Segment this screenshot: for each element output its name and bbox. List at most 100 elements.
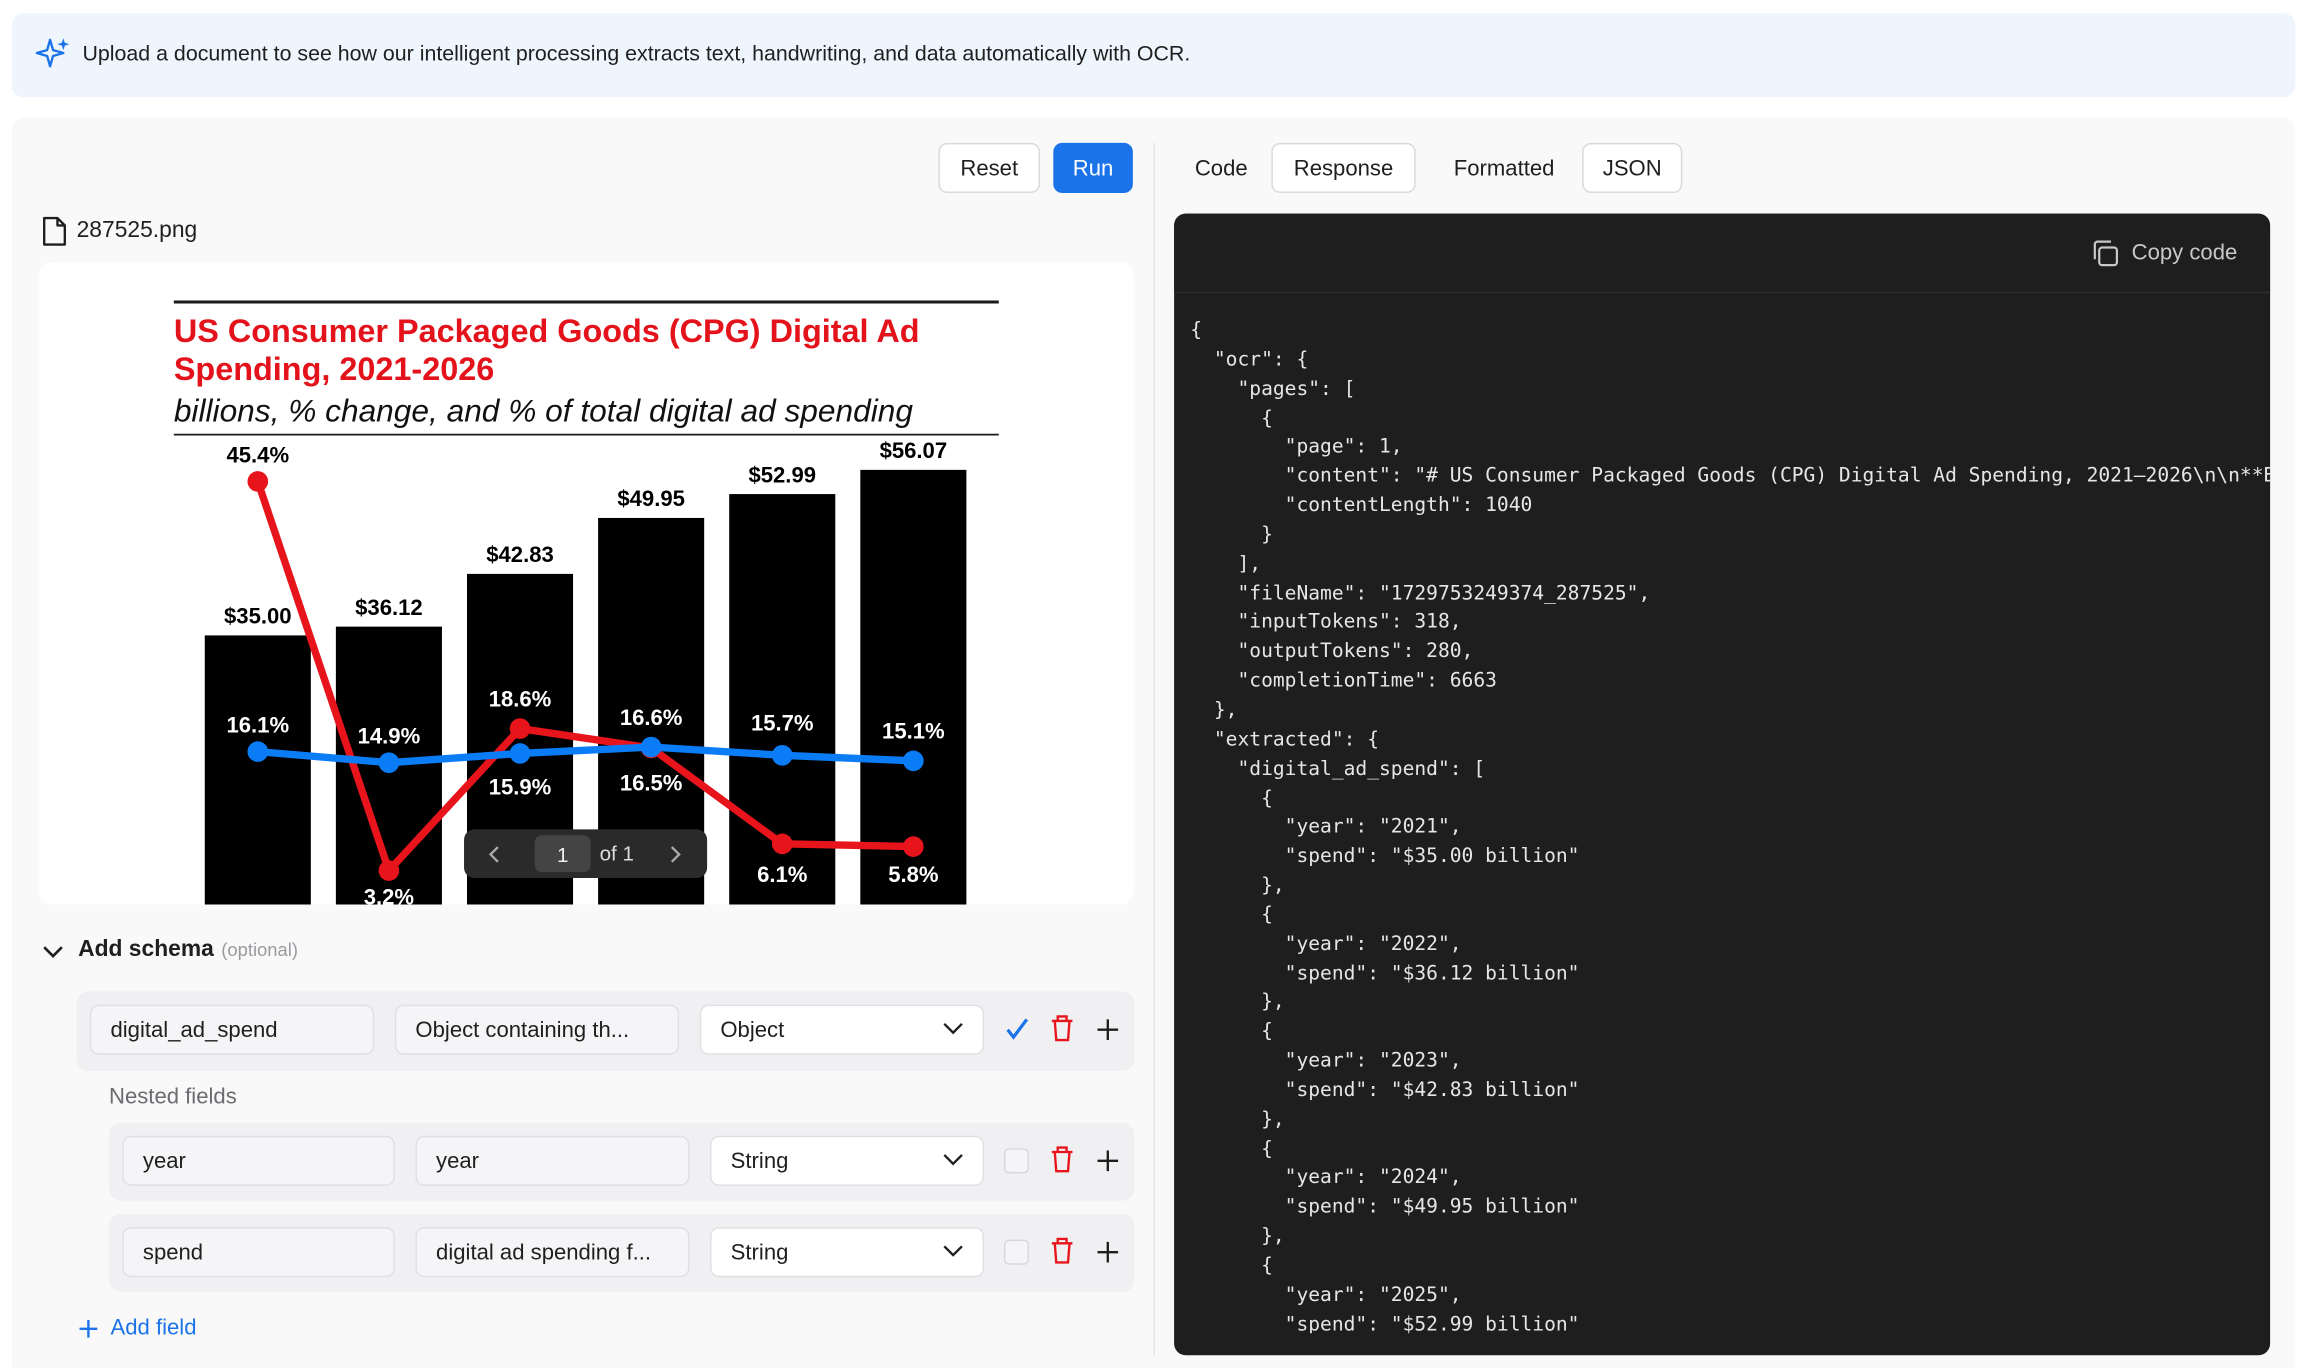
- code-panel: Copy code { "ocr": { "pages": [ { "page"…: [1174, 213, 2271, 1356]
- field-description[interactable]: year: [415, 1135, 690, 1186]
- chart-subtitle: billions, % change, and % of total digit…: [174, 392, 914, 428]
- collapse-icon[interactable]: [41, 940, 65, 964]
- banner: [11, 13, 2296, 98]
- point-label: 16.6%: [620, 705, 683, 730]
- tab[interactable]: Code: [1194, 155, 1248, 181]
- point-label: 45.4%: [226, 442, 289, 467]
- point: [247, 471, 269, 492]
- code-line: {: [1190, 1255, 1273, 1278]
- preview: US Consumer Packaged Goods (CPG) Digital…: [38, 262, 1135, 905]
- code-line: "spend": "$49.95 billion": [1190, 1196, 1580, 1219]
- tab[interactable]: Formatted: [1453, 155, 1555, 181]
- field-description[interactable]: Object containing th...: [394, 1004, 680, 1055]
- point: [378, 860, 400, 881]
- bar-label: $49.95: [617, 486, 685, 511]
- point-label: 18.6%: [489, 686, 552, 711]
- schema-title-text: Add schema: [78, 936, 214, 962]
- code-line: },: [1190, 992, 1285, 1015]
- reset-button[interactable]: Reset: [938, 142, 1041, 193]
- field-description[interactable]: digital ad spending f...: [415, 1227, 690, 1278]
- next-page[interactable]: [667, 844, 682, 865]
- point: [640, 736, 662, 758]
- chart: US Consumer Packaged Goods (CPG) Digital…: [174, 300, 999, 905]
- nested-label: Nested fields: [109, 1084, 237, 1110]
- point: [771, 744, 793, 766]
- code-line: "content": "# US Consumer Packaged Goods…: [1190, 465, 2271, 488]
- point-label: 3.2%: [364, 884, 415, 904]
- point: [903, 750, 924, 772]
- point: [903, 836, 924, 857]
- point: [771, 833, 793, 855]
- code-line: "fileName": "1729753249374_287525",: [1190, 582, 1651, 605]
- page-number[interactable]: 1: [534, 835, 591, 873]
- code-line: "year": "2022",: [1190, 933, 1462, 956]
- file-icon: [43, 216, 66, 246]
- code-line: "spend": "$52.99 billion": [1190, 1313, 1580, 1334]
- code-header: [1174, 213, 2271, 294]
- code-line: }: [1190, 524, 1273, 547]
- bar-label: $42.83: [486, 542, 554, 567]
- code-line: },: [1190, 1225, 1285, 1248]
- code-line: "completionTime": 6663: [1190, 670, 1497, 693]
- code-line: "spend": "$35.00 billion": [1190, 845, 1580, 868]
- point-label: 14.9%: [358, 724, 421, 749]
- point-label: 15.9%: [489, 775, 552, 800]
- schema-title: Add schema (optional): [78, 937, 298, 964]
- bar: [204, 635, 311, 905]
- optional-hint: (optional): [221, 939, 299, 961]
- code-line: },: [1190, 699, 1238, 722]
- chart-title: Spending, 2021-2026: [174, 351, 494, 387]
- bar: [860, 469, 967, 905]
- pager: 1 of 1: [464, 829, 708, 878]
- code-line: "spend": "$36.12 billion": [1190, 962, 1580, 985]
- point-label: 15.7%: [751, 710, 814, 735]
- code-line: "contentLength": 1040: [1190, 495, 1533, 518]
- code-line: {: [1190, 319, 1203, 342]
- code-line: "outputTokens": 280,: [1190, 641, 1474, 664]
- bar-label: $56.07: [880, 438, 948, 463]
- code-line: {: [1190, 904, 1273, 927]
- banner-text: Upload a document to see how our intelli…: [82, 42, 1191, 67]
- code-line: {: [1190, 1138, 1273, 1161]
- bar-label: $36.12: [355, 595, 423, 620]
- field-type[interactable]: String: [710, 1227, 985, 1278]
- point-label: 16.1%: [226, 712, 289, 737]
- copy-button[interactable]: Copy code: [2131, 240, 2238, 266]
- code-body: { "ocr": { "pages": [ { "page": 1, "cont…: [1190, 317, 2271, 1334]
- tab[interactable]: Response: [1271, 142, 1416, 193]
- code-line: {: [1190, 407, 1273, 430]
- code-line: },: [1190, 1108, 1285, 1132]
- sparkle-icon: [35, 38, 70, 68]
- point-label: 5.8%: [888, 862, 939, 887]
- point-label: 6.1%: [757, 862, 808, 887]
- chart-title: US Consumer Packaged Goods (CPG) Digital…: [174, 313, 920, 349]
- code-line: ],: [1190, 553, 1262, 576]
- code-line: "year": "2024",: [1190, 1167, 1462, 1190]
- code-line: "extracted": {: [1190, 728, 1380, 752]
- prev-page[interactable]: [488, 844, 503, 865]
- code-line: "pages": [: [1190, 378, 1356, 401]
- point: [509, 743, 531, 764]
- code-line: "spend": "$42.83 billion": [1190, 1079, 1580, 1102]
- copy-icon[interactable]: [2090, 239, 2119, 268]
- point-label: 16.5%: [620, 771, 683, 796]
- field-name[interactable]: digital_ad_spend: [89, 1004, 375, 1055]
- run-button[interactable]: Run: [1053, 142, 1133, 193]
- code-line: {: [1190, 787, 1273, 810]
- tab[interactable]: JSON: [1582, 142, 1683, 193]
- code-line: "year": "2025",: [1190, 1284, 1462, 1307]
- field-name[interactable]: spend: [122, 1227, 395, 1278]
- point-label: 15.1%: [882, 719, 945, 744]
- bar-label: $52.99: [748, 462, 816, 487]
- field-type[interactable]: Object: [699, 1004, 985, 1055]
- point: [247, 741, 269, 762]
- field-type[interactable]: String: [710, 1135, 985, 1186]
- field-name[interactable]: year: [122, 1135, 395, 1186]
- add-field[interactable]: Add field: [110, 1315, 197, 1341]
- divider: [1153, 142, 1155, 1356]
- bar-label: $35.00: [224, 604, 292, 629]
- point: [378, 752, 400, 774]
- code-line: "year": "2021",: [1190, 816, 1462, 839]
- code-line: {: [1190, 1021, 1273, 1044]
